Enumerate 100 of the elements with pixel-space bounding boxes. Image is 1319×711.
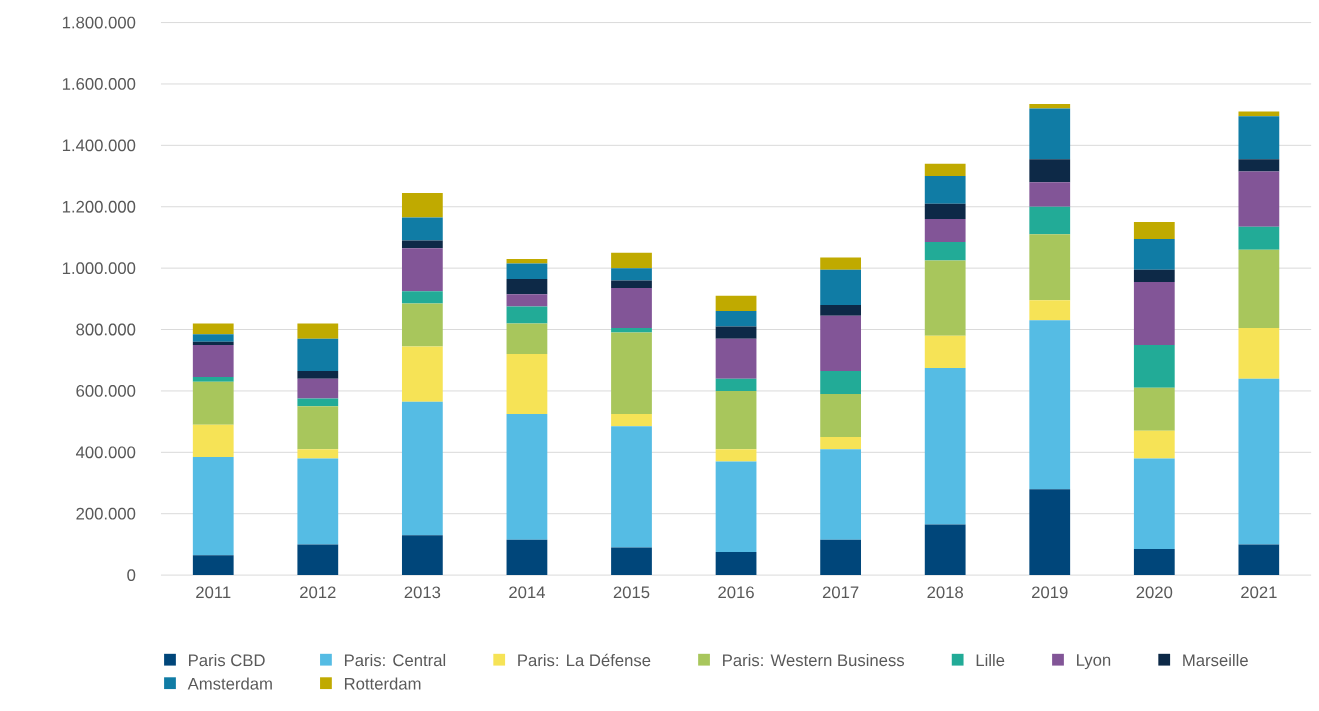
bar [924,335,966,369]
bar [611,280,652,289]
bar [297,398,339,407]
y-tick-label: 600.000 [76,385,136,398]
bar [924,524,966,576]
bar [506,263,548,280]
bar [820,315,862,372]
y-tick-label: 1.600.000 [62,78,136,91]
x-tick-label: 2019 [1032,586,1068,599]
bar [506,414,548,541]
bar [297,449,339,459]
bar [924,242,966,261]
bar [611,328,652,333]
bar [611,547,652,576]
bar [924,219,966,243]
bar [611,268,652,281]
bar [1238,159,1280,172]
legend-label: Paris CBD [189,654,265,667]
bar [1133,458,1175,550]
bar [611,332,652,415]
bar [1133,431,1175,459]
bar [1029,234,1071,301]
bar [1238,378,1280,545]
bar [1029,104,1071,109]
bar [1133,222,1175,240]
bar [506,354,548,415]
bar [297,378,339,399]
x-tick-label: 2016 [718,586,754,599]
bar [192,323,234,335]
bar [1133,282,1175,346]
y-tick-label: 200.000 [76,508,136,520]
x-tick-label: 2013 [404,586,441,599]
legend-label: Lyon [1077,654,1111,670]
bar [506,294,548,307]
bar [1029,108,1071,160]
bar [1133,269,1175,283]
legend-label: Rotterdam [344,677,421,690]
bar [820,449,862,541]
bar [1238,249,1280,329]
bar [506,323,548,355]
y-tick-label: 400.000 [75,446,136,459]
bar [506,306,548,324]
x-tick-label: 2018 [927,586,964,599]
bar [297,406,339,450]
bar [401,193,443,218]
bar [924,260,966,336]
bar [297,544,339,576]
bar [401,291,443,304]
x-tick-label: 2012 [300,586,336,599]
bar [1029,182,1071,207]
x-tick-label: 2014 [509,586,545,599]
bar [1238,226,1280,250]
bar [820,394,862,438]
y-tick-label: 800.000 [76,323,136,336]
bar [820,257,862,270]
x-tick-label: 2021 [1241,586,1277,599]
x-tick-label: 2011 [196,586,231,599]
bar [611,253,652,269]
y-tick-label: 1.400.000 [62,139,136,152]
bar [1029,206,1071,235]
bar [924,176,966,204]
bar [192,377,234,382]
bar [297,371,339,379]
bar [715,552,757,576]
bar [820,269,862,306]
bar [506,279,548,295]
bar [401,248,443,292]
y-tick-label: 1.000.000 [62,262,136,275]
bar [1133,549,1175,576]
bar [192,424,234,458]
bar [1238,544,1280,576]
legend-label: Marseille [1183,654,1248,667]
bar [1238,116,1280,160]
bar [1029,159,1071,183]
bar [924,203,966,220]
legend-label: Paris: Western Business [723,654,905,667]
bar [401,240,443,249]
bar [297,338,339,372]
y-tick-label: 0 [127,569,136,582]
x-tick-label: 2020 [1136,586,1173,599]
bar [820,437,862,450]
legend-label: Paris: Central [344,654,446,667]
bar [297,458,339,545]
bar [1029,489,1071,576]
bar [192,342,234,346]
x-tick-label: 2017 [822,586,859,599]
y-tick-label: 1.800.000 [62,16,136,29]
bar [506,259,548,264]
bar [297,323,339,339]
bar [715,311,757,327]
bar [192,334,234,343]
x-tick-label: 2015 [613,586,650,599]
bar [1133,388,1175,432]
bar [401,401,443,536]
bar [715,391,757,450]
bar [715,338,757,379]
bar [1238,328,1280,379]
bar [611,414,652,427]
bar [924,368,966,525]
legend-label: Paris: La Défense [518,654,651,667]
